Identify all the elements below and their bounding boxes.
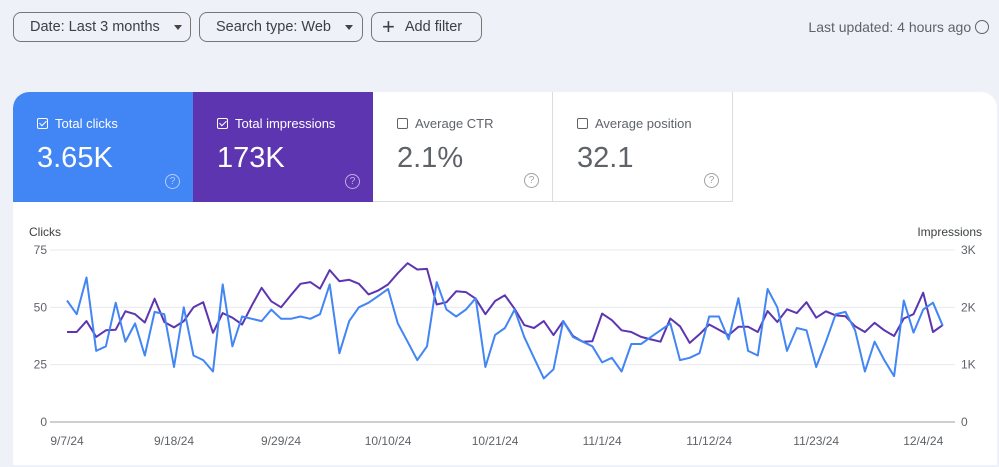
performance-chart[interactable]: Clicks Impressions 0 0 25 1K 50 2K 75 3K 9/7/24 9… [13,202,997,465]
left-tick-label: 75 [34,243,48,257]
help-icon[interactable]: ? [345,174,360,189]
performance-card: Total clicks 3.65K ? Total impressions 1… [13,92,997,465]
x-tick-label: 10/10/24 [365,434,412,448]
right-tick-label: 0 [961,415,968,429]
x-tick-label: 11/1/24 [583,434,622,448]
right-axis-title: Impressions [917,225,982,239]
x-tick-label: 12/4/24 [903,434,943,448]
date-filter-chip[interactable]: Date: Last 3 months [13,12,191,42]
plus-icon: + [382,14,395,39]
x-tick-label: 11/23/24 [793,434,839,448]
help-icon[interactable]: ? [704,173,719,188]
checkbox-checked-icon[interactable] [217,118,228,129]
x-tick-label: 10/21/24 [472,434,519,448]
left-tick-label: 0 [40,415,47,429]
metric-total-clicks[interactable]: Total clicks 3.65K ? [13,92,193,202]
metric-value: 3.65K [37,142,113,174]
left-axis-title: Clicks [29,225,61,239]
dropdown-caret-icon [345,24,353,30]
metric-average-position[interactable]: Average position 32.1 ? [553,92,733,202]
right-tick-label: 1K [961,358,976,372]
metric-label: Average position [595,116,692,131]
metric-label: Total impressions [235,116,336,131]
dropdown-caret-icon [173,24,182,30]
search-type-label: Search type: Web [216,19,331,35]
left-tick-label: 25 [34,358,48,372]
metric-value: 173K [217,142,285,174]
metric-average-ctr[interactable]: Average CTR 2.1% ? [373,92,553,202]
metric-value: 32.1 [577,142,634,174]
right-tick-label: 2K [961,300,976,314]
help-icon[interactable]: ? [524,173,539,188]
impressions-line [67,262,944,344]
date-filter-label: Date: Last 3 months [30,19,160,35]
x-tick-label: 9/7/24 [50,434,84,448]
search-type-filter-chip[interactable]: Search type: Web [199,12,363,42]
right-tick-label: 3K [961,243,976,257]
metric-label: Average CTR [415,116,494,131]
left-tick-label: 50 [34,300,48,314]
checkbox-unchecked-icon[interactable] [577,118,588,129]
last-updated-label: Last updated: 4 hours ago [808,19,972,35]
add-filter-button[interactable]: + Add filter [371,12,482,42]
info-icon[interactable] [975,20,989,34]
clicks-line [66,276,944,380]
metric-value: 2.1% [397,142,464,174]
x-tick-label: 11/12/24 [686,434,732,448]
add-filter-label: Add filter [404,19,463,35]
checkbox-checked-icon[interactable] [37,118,48,129]
last-updated-text: Last updated: 4 hours ago [808,19,989,35]
x-tick-label: 9/29/24 [261,434,301,448]
metric-total-impressions[interactable]: Total impressions 173K ? [193,92,373,202]
metric-label: Total clicks [55,116,118,131]
checkbox-unchecked-icon[interactable] [397,118,408,129]
x-tick-label: 9/18/24 [154,434,194,448]
help-icon[interactable]: ? [165,174,180,189]
